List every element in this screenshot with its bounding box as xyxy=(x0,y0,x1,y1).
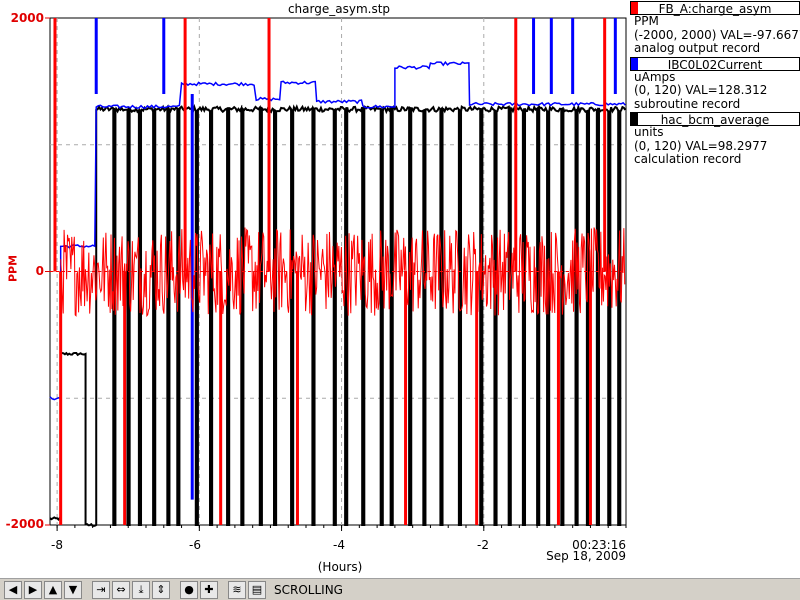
legend-range-value: (0, 120) VAL=128.312 xyxy=(634,84,768,97)
legend-record-type: subroutine record xyxy=(634,97,741,111)
legend: FB_A:charge_asym PPM (-2000, 2000) VAL=-… xyxy=(630,0,800,167)
autoscale-icon: ● xyxy=(184,583,194,596)
add-pv-button[interactable]: ✚ xyxy=(200,580,218,599)
scroll-down-icon: ▼ xyxy=(68,583,78,596)
legend-pv-label: IBC0L02Current xyxy=(667,57,763,72)
legend-swatch xyxy=(631,57,638,70)
legend-swatch xyxy=(631,113,638,125)
scroll-left-icon: ◀ xyxy=(8,583,18,596)
legend-units: uAmps xyxy=(634,70,676,84)
x-tick-label: -6 xyxy=(189,538,201,552)
legend-pv-name[interactable]: hac_bcm_average xyxy=(630,112,800,127)
zoom-x-out-button[interactable]: ⇔ xyxy=(112,580,130,599)
zoom-x-out-icon: ⇔ xyxy=(116,583,126,596)
zoom-x-in-button[interactable]: ⇥ xyxy=(92,580,110,599)
mode-toggle-icon: ≋ xyxy=(232,583,242,596)
legend-record-type: calculation record xyxy=(634,153,742,166)
x-tick-label: -8 xyxy=(51,538,63,552)
add-pv-icon: ✚ xyxy=(204,583,214,596)
scroll-up-icon: ▲ xyxy=(48,583,58,596)
legend-swatch xyxy=(631,2,638,14)
y-tick-label: -2000 xyxy=(5,517,44,531)
current-time-label: 00:23:16 xyxy=(572,538,626,552)
legend-range-value: (0, 120) VAL=98.2977 xyxy=(634,139,768,153)
zoom-y-out-button[interactable]: ⇕ xyxy=(152,580,170,599)
print-icon: ▤ xyxy=(251,583,263,596)
y-tick-label: 2000 xyxy=(10,11,44,25)
zoom-y-in-icon: ⤓ xyxy=(138,583,144,596)
plot-area[interactable] xyxy=(0,0,800,578)
toolbar: ◀ ▶ ▲ ▼ ⇥ ⇔ ⤓ ⇕ ● ✚ ≋ ▤ SCROLLING xyxy=(0,578,800,600)
legend-pv-name[interactable]: IBC0L02Current xyxy=(630,56,800,72)
scroll-right-button[interactable]: ▶ xyxy=(24,580,42,599)
mode-label: SCROLLING xyxy=(274,582,343,597)
y-tick-label: 0 xyxy=(35,264,44,278)
legend-units: PPM xyxy=(634,15,659,28)
legend-pv-name[interactable]: FB_A:charge_asym xyxy=(630,1,800,16)
scroll-right-icon: ▶ xyxy=(28,583,38,596)
x-tick-label: -2 xyxy=(477,538,489,552)
legend-record-type: analog output record xyxy=(634,42,761,55)
chart-title: charge_asym.stp xyxy=(287,2,391,16)
y-axis-label: PPM xyxy=(6,254,20,283)
legend-entry-ibc-current[interactable]: IBC0L02Current uAmps (0, 120) VAL=128.31… xyxy=(630,56,800,112)
series-line-ibc-current xyxy=(49,60,626,401)
zoom-x-in-icon: ⇥ xyxy=(96,583,106,596)
legend-range-value: (-2000, 2000) VAL=-97.6677 xyxy=(634,28,800,42)
legend-pv-label: hac_bcm_average xyxy=(660,113,770,127)
zoom-y-out-icon: ⇕ xyxy=(156,583,166,596)
series-line-charge-asym xyxy=(60,227,626,318)
legend-entry-charge-asym[interactable]: FB_A:charge_asym PPM (-2000, 2000) VAL=-… xyxy=(630,1,800,56)
autoscale-button[interactable]: ● xyxy=(180,580,198,599)
scroll-up-button[interactable]: ▲ xyxy=(44,580,62,599)
legend-pv-label: FB_A:charge_asym xyxy=(658,2,772,16)
mode-toggle-button[interactable]: ≋ xyxy=(228,580,246,599)
zoom-y-in-button[interactable]: ⤓ xyxy=(132,580,150,599)
legend-entry-bcm-average[interactable]: hac_bcm_average units (0, 120) VAL=98.29… xyxy=(630,112,800,167)
x-tick-label: -4 xyxy=(333,538,345,552)
x-axis-label: (Hours) xyxy=(317,560,363,574)
print-button[interactable]: ▤ xyxy=(248,580,266,599)
scroll-left-button[interactable]: ◀ xyxy=(4,580,22,599)
date-label: Sep 18, 2009 xyxy=(546,549,626,563)
scroll-down-button[interactable]: ▼ xyxy=(64,580,82,599)
legend-units: units xyxy=(634,126,664,139)
series-line-hac-bcm-average xyxy=(49,103,627,527)
